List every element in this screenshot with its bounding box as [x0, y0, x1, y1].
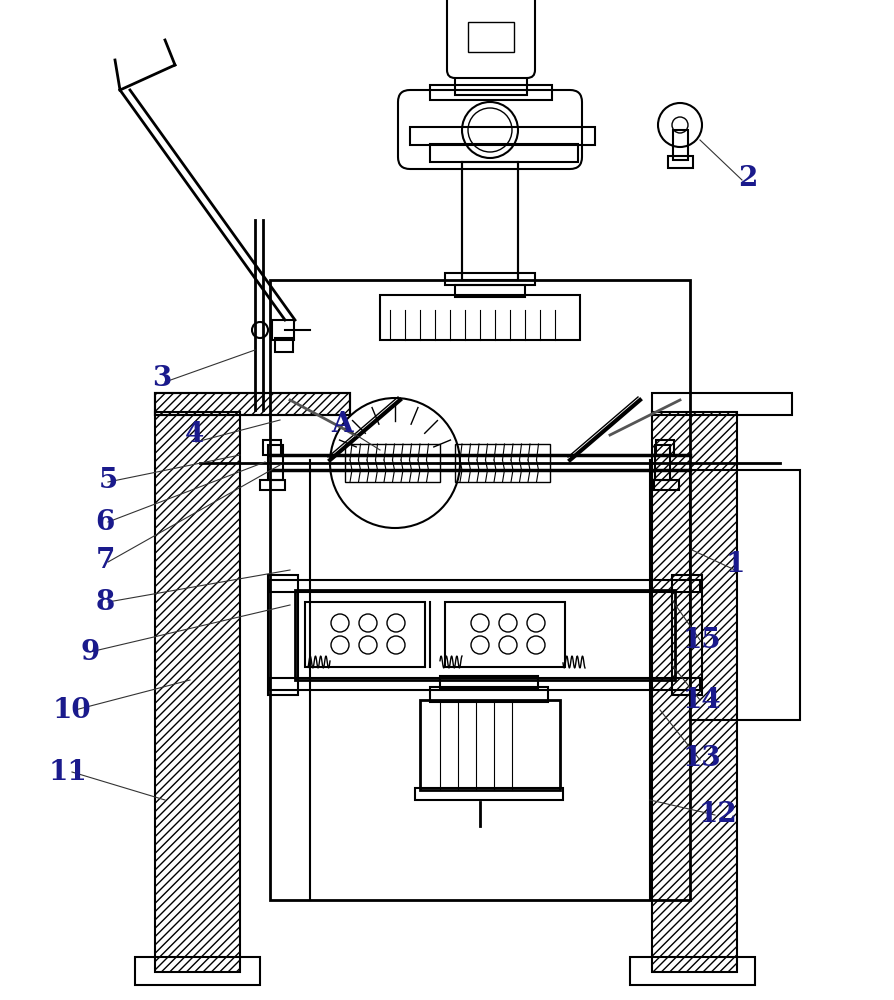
Circle shape — [359, 636, 377, 654]
Bar — [272, 320, 294, 340]
Bar — [455, 444, 550, 482]
Text: 14: 14 — [683, 686, 721, 714]
Text: 13: 13 — [683, 744, 721, 772]
Bar — [668, 156, 693, 168]
Bar — [410, 127, 595, 145]
Circle shape — [471, 614, 489, 632]
Circle shape — [330, 398, 460, 528]
Circle shape — [359, 614, 377, 632]
Bar — [462, 162, 518, 280]
Circle shape — [499, 614, 517, 632]
Bar — [155, 393, 350, 415]
FancyBboxPatch shape — [398, 90, 582, 169]
Circle shape — [462, 102, 518, 158]
Bar — [652, 412, 737, 972]
Circle shape — [468, 108, 512, 152]
Text: 11: 11 — [48, 758, 88, 786]
Text: 4: 4 — [185, 422, 205, 448]
Circle shape — [387, 636, 405, 654]
Bar — [263, 440, 281, 455]
Bar — [430, 144, 578, 162]
Bar — [345, 444, 440, 482]
Circle shape — [387, 614, 405, 632]
Text: 15: 15 — [683, 626, 721, 654]
Circle shape — [331, 636, 349, 654]
Bar — [440, 676, 538, 688]
Bar — [654, 480, 679, 490]
Text: 9: 9 — [80, 639, 99, 666]
Bar — [673, 130, 688, 160]
Bar — [135, 957, 260, 985]
Text: 6: 6 — [96, 508, 114, 536]
Circle shape — [252, 322, 268, 338]
Circle shape — [471, 636, 489, 654]
Bar — [455, 5, 527, 95]
Bar — [268, 445, 283, 480]
Bar — [270, 678, 700, 690]
Circle shape — [499, 636, 517, 654]
Text: 8: 8 — [96, 588, 114, 615]
Bar — [652, 393, 792, 415]
Circle shape — [331, 614, 349, 632]
Circle shape — [527, 614, 545, 632]
Circle shape — [658, 103, 702, 147]
Bar — [415, 788, 563, 800]
Bar — [690, 470, 800, 720]
Text: 12: 12 — [698, 802, 738, 828]
Bar — [260, 480, 285, 490]
Bar — [305, 602, 425, 667]
Text: 5: 5 — [98, 466, 118, 493]
Bar — [155, 393, 350, 415]
Bar — [445, 602, 565, 667]
FancyBboxPatch shape — [447, 0, 535, 78]
Bar — [380, 295, 580, 340]
Bar — [655, 445, 670, 480]
Bar — [455, 285, 525, 297]
Bar — [430, 85, 552, 100]
Bar — [270, 580, 700, 592]
Bar — [275, 338, 293, 352]
Text: 3: 3 — [152, 364, 172, 391]
Bar — [430, 687, 548, 702]
Bar — [630, 957, 755, 985]
Bar — [672, 575, 702, 695]
Bar — [468, 22, 514, 52]
Text: 7: 7 — [96, 546, 114, 574]
Text: 1: 1 — [725, 552, 745, 578]
Bar — [420, 700, 560, 790]
Bar — [270, 280, 690, 900]
Bar — [268, 575, 298, 695]
Bar — [295, 590, 675, 680]
Text: 2: 2 — [738, 164, 758, 192]
Circle shape — [672, 117, 688, 133]
Bar — [155, 412, 240, 972]
Text: 10: 10 — [53, 696, 91, 724]
Text: A: A — [331, 412, 353, 438]
Bar — [445, 273, 535, 285]
Bar — [656, 440, 674, 455]
Circle shape — [527, 636, 545, 654]
